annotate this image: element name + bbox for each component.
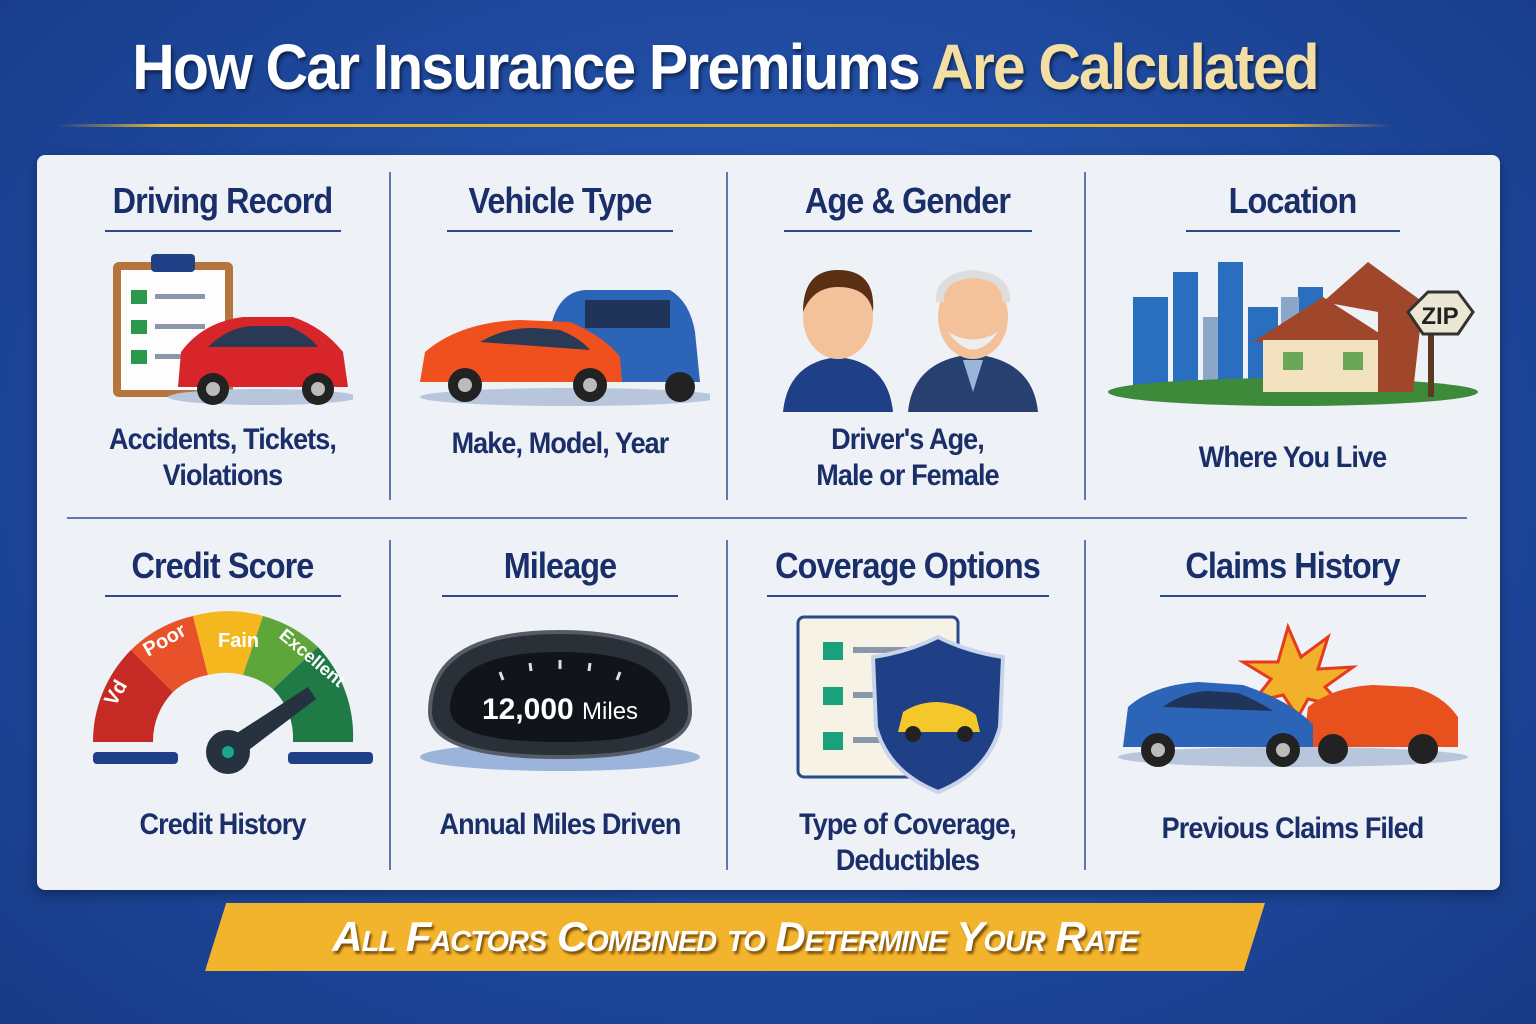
- factor-driving-record: Driving Record Accidents, Tickets, Violat…: [60, 180, 385, 510]
- factor-caption: Where You Live: [1198, 441, 1387, 474]
- drivers-icon: [782, 269, 1038, 412]
- page-title: How Car Insurance Premiums Are Calculate…: [58, 30, 1392, 104]
- title-underline: [447, 230, 673, 232]
- factor-caption: Previous Claims Filed: [1161, 812, 1425, 845]
- factor-title: Vehicle Type: [468, 180, 652, 221]
- cars-icon: [420, 290, 710, 406]
- factor-title: Credit Score: [131, 545, 315, 586]
- factor-location: Location ZIP Where You Live: [1095, 180, 1490, 510]
- divider: [1084, 540, 1086, 870]
- policy-shield-icon: [796, 615, 1005, 795]
- divider: [726, 172, 728, 500]
- divider: [726, 540, 728, 870]
- summary-banner: All Factors Combined to Determine Your R…: [205, 903, 1265, 971]
- divider: [67, 517, 1467, 519]
- divider: [389, 172, 391, 500]
- factor-title: Coverage Options: [775, 545, 1041, 586]
- odometer-value: 12,000: [482, 693, 574, 726]
- factor-title: Age & Gender: [804, 180, 1011, 221]
- svg-text:12,000 Miles: 12,000 Miles: [482, 693, 638, 726]
- crash-icon: [1117, 622, 1468, 767]
- title-accent: Are Calculated: [931, 31, 1319, 103]
- factor-caption: Deductibles: [835, 844, 980, 877]
- factor-caption: Male or Female: [816, 459, 999, 492]
- clipboard-car-icon: [112, 254, 353, 405]
- odometer-unit: Miles: [582, 698, 638, 725]
- factor-vehicle-type: Vehicle Type Make, Model, Year: [400, 180, 720, 510]
- factor-caption: Driver's Age,: [831, 423, 985, 456]
- factor-caption: Violations: [162, 459, 283, 492]
- factor-caption: Credit History: [139, 808, 307, 841]
- factor-caption: Annual Miles Driven: [439, 808, 682, 841]
- city-house-icon: ZIP: [1107, 262, 1478, 406]
- title-underline: [783, 230, 1032, 232]
- factor-caption: Make, Model, Year: [451, 427, 670, 460]
- factor-age-gender: Age & Gender Driver's Age, Male or Female: [740, 180, 1075, 510]
- title-underline: [766, 595, 1049, 597]
- factor-mileage: Mileage 12,000 Miles Annual Miles Driven: [400, 545, 720, 875]
- title-underline: [1159, 595, 1426, 597]
- odometer-icon: 12,000 Miles: [420, 629, 700, 771]
- title-underline: [58, 124, 1392, 127]
- title-underline: [104, 230, 341, 232]
- zip-sign: ZIP: [1421, 303, 1458, 330]
- title-underline: [442, 595, 678, 597]
- factor-caption: Type of Coverage,: [799, 808, 1017, 841]
- factor-credit-score: Credit Score Vd Poor Fain Excellent Cred…: [60, 545, 385, 875]
- divider: [389, 540, 391, 870]
- factor-caption: Accidents, Tickets,: [108, 423, 337, 456]
- factors-panel: [37, 155, 1500, 890]
- divider: [1084, 172, 1086, 500]
- title-main: How Car Insurance Premiums: [132, 31, 920, 103]
- factor-title: Mileage: [503, 545, 617, 586]
- banner-text: All Factors Combined to Determine Your R…: [332, 913, 1138, 960]
- factor-claims-history: Claims History Previous Claims Filed: [1095, 545, 1490, 875]
- gauge-label: Fain: [218, 630, 259, 652]
- gauge-icon: Vd Poor Fain Excellent: [92, 611, 373, 774]
- factor-title: Claims History: [1185, 545, 1400, 586]
- factor-title: Driving Record: [112, 180, 334, 221]
- title-underline: [1185, 230, 1400, 232]
- factor-coverage-options: Coverage Options Type of Coverage, Deduct…: [740, 545, 1075, 877]
- title-underline: [104, 595, 341, 597]
- factor-title: Location: [1228, 180, 1358, 221]
